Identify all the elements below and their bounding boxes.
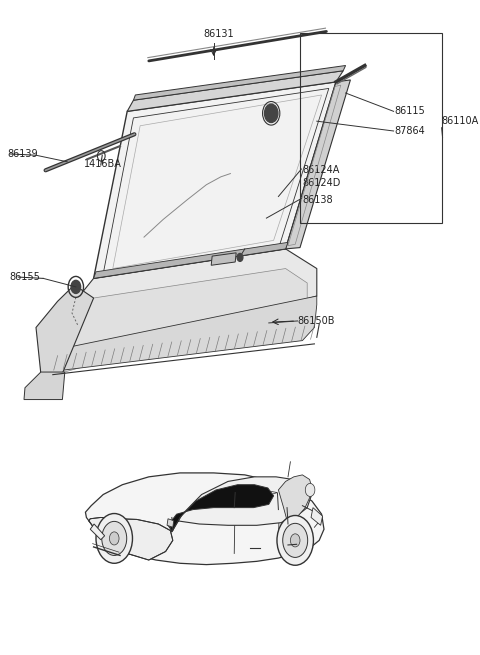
Circle shape [96,514,132,563]
Polygon shape [278,475,312,524]
Text: 1416BA: 1416BA [84,159,122,169]
Circle shape [102,521,127,555]
Circle shape [71,280,81,293]
Polygon shape [211,253,236,265]
Text: 86124A: 86124A [302,165,340,176]
Circle shape [305,483,315,496]
Text: 86110A: 86110A [442,116,479,126]
Circle shape [290,534,300,547]
Text: 86138: 86138 [302,195,333,205]
Polygon shape [311,508,323,525]
Text: 86115: 86115 [395,106,425,117]
Polygon shape [41,249,317,373]
Polygon shape [133,66,346,100]
Polygon shape [48,269,307,377]
Polygon shape [286,80,350,249]
Polygon shape [94,242,288,278]
Bar [300,33,442,223]
Polygon shape [53,296,317,371]
Polygon shape [169,485,274,532]
Text: 87864: 87864 [395,126,425,136]
Polygon shape [199,493,239,506]
Polygon shape [168,477,311,532]
Polygon shape [24,372,65,400]
Text: 86139: 86139 [7,149,38,159]
Polygon shape [244,490,277,499]
Circle shape [277,515,313,565]
Circle shape [283,523,308,557]
Circle shape [264,104,278,122]
Polygon shape [127,71,343,111]
Text: 86155: 86155 [10,272,40,282]
Text: 86131: 86131 [203,29,234,39]
Text: 86150B: 86150B [298,316,335,326]
Polygon shape [89,517,173,560]
Polygon shape [167,519,174,527]
Circle shape [237,253,243,261]
Polygon shape [94,82,336,278]
Polygon shape [85,473,324,565]
Text: 86124D: 86124D [302,178,341,189]
Polygon shape [36,285,94,373]
Circle shape [109,532,119,545]
Polygon shape [90,524,105,540]
